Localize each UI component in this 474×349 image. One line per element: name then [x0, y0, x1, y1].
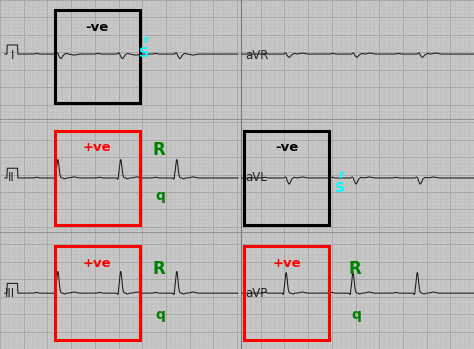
Text: r: r — [338, 170, 344, 179]
Text: +ve: +ve — [273, 257, 301, 269]
Text: q: q — [155, 189, 165, 203]
Text: +ve: +ve — [83, 141, 111, 154]
Text: I: I — [10, 49, 14, 62]
Bar — [244, 131, 329, 225]
Text: aVR: aVR — [246, 49, 269, 62]
Text: aVL: aVL — [246, 171, 267, 185]
Text: S: S — [335, 181, 346, 195]
Text: -ve: -ve — [275, 141, 299, 154]
Text: R: R — [348, 260, 361, 278]
Bar — [55, 10, 140, 103]
Text: +ve: +ve — [83, 257, 111, 269]
Text: q: q — [155, 308, 165, 322]
Text: R: R — [153, 141, 165, 159]
Bar — [55, 131, 140, 225]
Text: R: R — [153, 260, 165, 278]
Text: S: S — [139, 46, 149, 60]
Bar — [55, 246, 140, 340]
Text: -ve: -ve — [85, 21, 109, 34]
Bar — [244, 246, 329, 340]
Text: q: q — [351, 308, 361, 322]
Text: II: II — [8, 171, 14, 185]
Text: III: III — [5, 287, 15, 300]
Text: r: r — [143, 35, 148, 45]
Text: aVP: aVP — [246, 287, 268, 300]
